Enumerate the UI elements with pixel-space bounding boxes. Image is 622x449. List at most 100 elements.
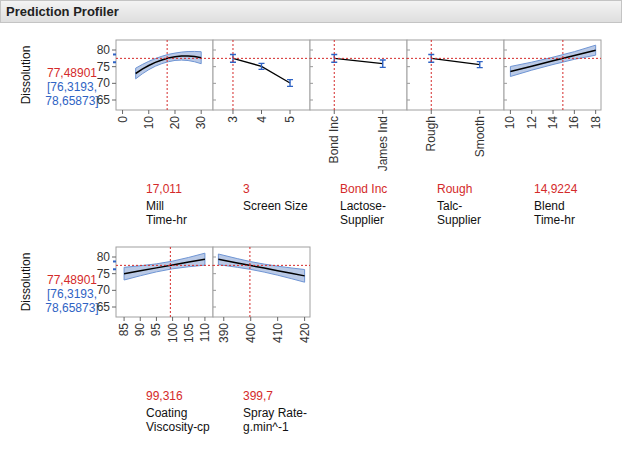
y-tick <box>213 273 216 274</box>
y-tick <box>504 100 507 101</box>
factor-name: Viscosity-cp <box>146 420 210 434</box>
x-tick-label: 12 <box>525 116 539 130</box>
y-tick <box>112 257 116 258</box>
y-tick <box>213 83 216 84</box>
plot-data <box>504 40 601 110</box>
x-tick <box>304 317 305 321</box>
plot-frame <box>116 247 213 317</box>
factor-name: Supplier <box>437 213 481 227</box>
x-tick <box>531 110 532 114</box>
x-tick <box>290 110 291 114</box>
current-y-line <box>504 58 601 59</box>
x-tick-label: 14 <box>546 116 560 130</box>
current-x-line <box>167 40 168 110</box>
x-tick <box>122 110 123 114</box>
profiler: Prediction ProfilerDissolution77,48901[7… <box>0 0 622 449</box>
plot-frame <box>213 247 310 317</box>
plot-frame <box>213 40 310 110</box>
y-tick <box>504 66 507 67</box>
current-value: 3 <box>243 182 250 196</box>
y-tick-label: 80 <box>97 43 111 57</box>
current-y-line <box>213 265 310 266</box>
plot-data <box>407 40 504 110</box>
ci-mark <box>113 268 116 270</box>
y-tick <box>112 273 116 274</box>
x-tick <box>148 110 149 114</box>
x-tick-label: Smooth <box>473 116 487 157</box>
ci-mark <box>113 61 116 63</box>
x-tick-label: 410 <box>271 323 285 343</box>
x-tick-label: 10 <box>503 116 517 130</box>
error-bar <box>380 60 386 67</box>
ci-mark <box>113 53 116 55</box>
factor-name: Talc- <box>437 199 462 213</box>
y-tick-label: 65 <box>97 93 111 107</box>
y-tick <box>310 100 313 101</box>
confidence-band <box>510 45 595 76</box>
title: Prediction Profiler <box>6 4 119 19</box>
x-tick <box>382 110 383 114</box>
y-tick <box>213 257 216 258</box>
current-value: 399,7 <box>243 389 273 403</box>
x-tick <box>431 110 432 114</box>
y-tick <box>213 290 216 291</box>
current-x-line <box>562 40 563 110</box>
x-tick-label: Bond Inc <box>327 116 341 163</box>
x-tick <box>334 110 335 114</box>
x-tick-label: 5 <box>283 116 297 123</box>
x-tick <box>223 317 224 321</box>
factor-name: Time-hr <box>146 213 187 227</box>
panel: RoughSmoothRoughTalc-Supplier <box>407 40 504 227</box>
y-tick <box>310 83 313 84</box>
y-tick <box>213 100 216 101</box>
factor-name: Mill <box>146 199 164 213</box>
x-tick-label: 10 <box>142 116 156 130</box>
panel: 65707580010203017,011MillTime-hr <box>97 40 213 227</box>
predicted-value: 77,48901 <box>47 66 97 80</box>
x-tick-label: 18 <box>589 116 603 130</box>
factor-name: Blend <box>534 199 565 213</box>
panel: Bond IncJames IndBond IncLactose-Supplie… <box>310 40 407 227</box>
x-tick-label: 90 <box>133 323 147 337</box>
x-tick <box>174 110 175 114</box>
ci-lower: [76,3193, <box>47 80 97 94</box>
x-tick <box>574 110 575 114</box>
x-tick <box>232 110 233 114</box>
current-x-line <box>232 40 233 110</box>
x-tick-label: 95 <box>149 323 163 337</box>
ci-mark <box>113 260 116 262</box>
ci-upper: 78,65873] <box>45 94 98 108</box>
factor-name: Lactose- <box>340 199 386 213</box>
x-tick-label: 16 <box>567 116 581 130</box>
y-tick-label: 70 <box>97 76 111 90</box>
x-tick-label: 30 <box>194 116 208 130</box>
x-tick <box>172 317 173 321</box>
x-tick <box>595 110 596 114</box>
current-x-line <box>249 247 250 317</box>
x-tick-label: 20 <box>168 116 182 130</box>
x-tick-label: 85 <box>117 323 131 337</box>
x-tick-label: 3 <box>226 116 240 123</box>
y-tick <box>213 66 216 67</box>
plot-data <box>213 40 310 110</box>
x-tick <box>510 110 511 114</box>
y-tick <box>112 83 116 84</box>
error-bar <box>477 62 483 68</box>
panel: 390400410420399,7Spray Rate-g.min^-1 <box>213 247 312 434</box>
error-bar <box>287 80 293 87</box>
prediction-line <box>233 58 290 83</box>
prediction-line <box>124 259 205 274</box>
y-tick <box>407 100 410 101</box>
factor-name: Screen Size <box>243 199 308 213</box>
plot-data <box>116 247 213 317</box>
x-tick-label: 4 <box>255 116 269 123</box>
plot-data <box>310 40 407 110</box>
confidence-band <box>124 253 205 280</box>
prediction-line <box>218 259 304 276</box>
y-tick-label: 65 <box>97 300 111 314</box>
current-y-line <box>407 58 504 59</box>
predicted-value: 77,48901 <box>47 273 97 287</box>
x-tick <box>201 110 202 114</box>
factor-name: Coating <box>146 406 187 420</box>
prediction-line <box>431 58 480 64</box>
